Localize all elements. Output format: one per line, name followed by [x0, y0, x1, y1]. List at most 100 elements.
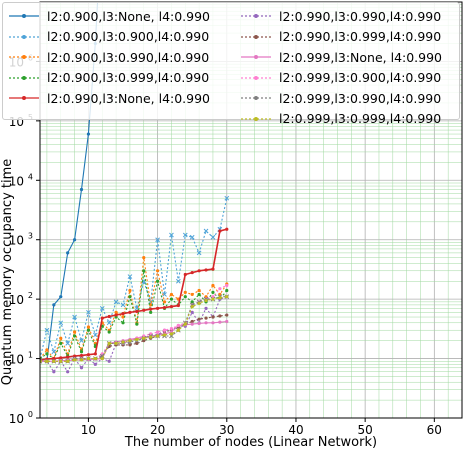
data-point — [197, 321, 201, 326]
data-point — [176, 328, 180, 332]
legend-label: l2:0.999,l3:None, l4:0.990 — [279, 49, 443, 65]
legend-item: l2:0.999,l3:0.900,l4:0.990 — [239, 68, 441, 88]
legend-swatch — [241, 96, 271, 100]
data-point — [183, 290, 187, 294]
x-tick-label: 60 — [427, 423, 442, 437]
data-point — [66, 359, 70, 363]
data-point — [176, 278, 181, 284]
data-point — [218, 314, 222, 318]
data-point — [142, 256, 146, 260]
legend-swatch — [9, 96, 39, 100]
legend-label: l2:0.900,l3:0.999,l4:0.990 — [47, 70, 210, 85]
data-point — [99, 353, 105, 359]
data-point — [142, 269, 146, 273]
data-point — [58, 320, 64, 326]
series-1 — [40, 195, 230, 361]
legend-item: l2:0.900,l3:0.990,l4:0.990 — [7, 47, 209, 67]
data-point — [211, 283, 215, 288]
data-point — [121, 321, 125, 325]
data-point — [211, 290, 215, 294]
data-point — [72, 334, 77, 338]
data-point — [218, 296, 222, 300]
data-point — [197, 288, 201, 293]
y-tick-exponent: 2 — [28, 291, 33, 300]
data-point — [128, 295, 132, 299]
data-point — [218, 320, 222, 324]
data-point — [210, 234, 216, 240]
series-line — [40, 198, 228, 359]
legend-item: l2:0.990,l3:0.999,l4:0.990 — [239, 27, 441, 47]
legend-label: l2:0.990,l3:None, l4:0.990 — [47, 90, 211, 106]
legend-label: l2:0.900,l3:0.900,l4:0.990 — [47, 29, 210, 44]
data-point — [183, 322, 187, 326]
legend-swatch — [241, 55, 271, 59]
data-point — [204, 295, 208, 299]
data-point — [72, 330, 77, 334]
data-point — [204, 298, 208, 303]
legend-item: l2:0.999,l3:0.999,l4:0.990 — [239, 109, 441, 129]
y-tick-exponent: 3 — [28, 232, 33, 241]
legend-label: l2:0.999,l3:0.990,l4:0.990 — [279, 90, 442, 106]
data-point — [59, 359, 63, 363]
data-point — [93, 356, 97, 361]
legend-item: l2:0.990,l3:0.990,l4:0.990 — [239, 6, 441, 26]
data-point — [224, 195, 230, 201]
data-point — [121, 340, 125, 344]
data-point — [142, 336, 146, 340]
data-point — [218, 229, 222, 233]
data-point — [72, 314, 77, 320]
y-tick-exponent: 0 — [28, 410, 33, 419]
y-tick-label: 10 — [9, 174, 24, 188]
data-point — [190, 304, 194, 309]
data-point — [79, 350, 84, 354]
legend-swatch — [241, 116, 271, 121]
legend-item: l2:0.900,l3:None, l4:0.990 — [7, 6, 210, 26]
data-point — [183, 295, 187, 299]
data-point — [197, 292, 201, 297]
data-point — [121, 312, 125, 316]
y-tick-label: 10 — [9, 353, 24, 367]
data-point — [162, 328, 167, 332]
data-point — [225, 227, 229, 231]
data-point — [79, 187, 84, 192]
data-point — [51, 349, 57, 355]
data-point — [114, 310, 118, 314]
data-point — [72, 238, 77, 242]
data-point — [86, 328, 91, 332]
series-line — [40, 296, 227, 362]
data-point — [135, 337, 139, 342]
data-point — [169, 304, 174, 309]
y-tick-label: 10 — [9, 234, 24, 248]
legend-item: l2:0.900,l3:0.999,l4:0.990 — [7, 68, 209, 88]
series-line — [40, 257, 228, 360]
data-point — [93, 352, 97, 356]
series-line — [40, 296, 227, 362]
data-point — [120, 302, 126, 308]
data-point — [59, 336, 63, 340]
series-line — [40, 270, 228, 360]
data-point — [225, 283, 229, 288]
data-point — [149, 307, 153, 311]
legend-item: l2:0.999,l3:0.990,l4:0.990 — [239, 88, 441, 108]
data-point — [169, 332, 174, 336]
x-tick-label: 20 — [150, 423, 165, 437]
data-point — [113, 299, 119, 305]
data-point — [162, 300, 167, 304]
legend: l2:0.900,l3:None, l4:0.990 l2:0.900,l3:0.… — [2, 2, 460, 126]
data-point — [190, 292, 194, 297]
legend-label: l2:0.990,l3:0.999,l4:0.990 — [279, 29, 442, 44]
data-point — [149, 335, 153, 339]
legend-label: l2:0.999,l3:0.900,l4:0.990 — [279, 70, 442, 85]
data-point — [218, 287, 222, 291]
series-line — [40, 284, 228, 362]
data-point — [169, 292, 174, 297]
data-point — [190, 310, 194, 314]
data-point — [45, 352, 49, 356]
legend-label: l2:0.990,l3:0.990,l4:0.990 — [279, 8, 442, 24]
data-point — [79, 353, 84, 358]
series-4 — [40, 227, 229, 362]
data-point — [162, 306, 167, 310]
data-point — [128, 339, 132, 343]
data-point — [182, 232, 188, 238]
data-point — [86, 309, 91, 315]
